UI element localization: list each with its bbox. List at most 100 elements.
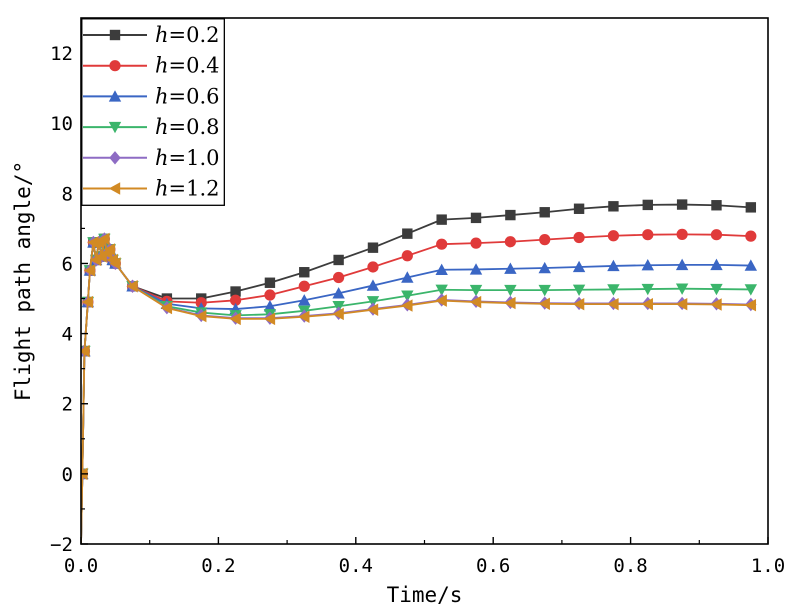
data-point [710,229,723,241]
data-point [538,297,550,310]
legend-marker [109,29,121,41]
y-tick-label: 10 [50,113,73,135]
data-point [504,296,516,310]
data-point [573,231,585,244]
data-point [572,260,586,273]
data-point [401,290,414,302]
data-point [470,212,482,224]
data-point [745,230,757,242]
data-point [402,228,413,239]
data-point [711,200,722,211]
data-point [332,307,344,321]
data-point [470,237,482,249]
series-h=0.6 [81,232,758,544]
x-tick-label: 1.0 [751,555,785,577]
axis-ticks: 0.0 0.2 0.4 0.6 0.8 1.0 −2 0 2 4 6 8 10 12 [50,43,785,577]
data-point [676,199,688,210]
data-point [98,232,110,246]
legend-marker [108,90,122,102]
data-point [504,236,516,248]
legend-box [81,18,225,206]
legend-marker [108,121,122,134]
legend-item: h=0.6 [83,84,220,108]
x-axis-title: Time/s [387,583,463,607]
y-tick-label: 2 [62,394,73,416]
data-point [366,296,380,308]
data-point [230,286,241,297]
data-point [195,309,207,323]
data-point [505,209,516,221]
data-point [160,301,173,315]
data-point [436,214,447,225]
y-tick-label: 6 [62,253,73,275]
data-point [366,303,379,316]
data-point [298,310,310,323]
data-point [641,259,654,271]
data-point [744,284,758,296]
legend-label: h=1.2 [155,177,220,201]
data-point [333,271,345,284]
data-point [469,295,482,309]
y-tick-label: 4 [62,324,73,346]
data-point [642,199,653,211]
data-point [333,254,344,266]
data-point [263,312,276,326]
data-point [401,299,413,312]
series-h=1.2 [81,232,757,544]
data-point [469,263,483,275]
data-point [229,294,242,306]
legend-item: h=1.2 [83,177,220,201]
data-point [299,267,310,278]
data-point [675,297,688,311]
data-point [469,284,483,297]
series-h=1.0 [81,232,757,544]
y-tick-label: 12 [50,43,73,65]
x-tick-label: 0.8 [613,555,647,577]
data-point [641,297,653,311]
data-point [572,297,585,311]
data-point [264,277,276,288]
data-point [81,344,90,358]
series-line [81,233,751,544]
data-point [573,203,585,214]
data-point [607,284,620,296]
legend-label: h=0.8 [155,115,220,139]
data-point [675,283,689,295]
data-point [744,298,757,312]
data-point [81,295,94,309]
data-point [607,259,620,272]
data-point [332,287,345,299]
data-point [539,207,550,218]
data-point [263,300,277,312]
data-point [435,263,448,275]
data-point [710,298,722,311]
data-point [642,229,654,241]
data-point [366,279,380,291]
legend-marker [109,60,121,72]
x-tick-label: 0.2 [201,555,235,577]
data-point [367,261,379,273]
data-point [744,259,758,271]
series-layer [81,199,758,544]
legend-label: h=0.4 [155,54,220,78]
data-point [435,294,447,307]
data-point [745,202,757,213]
legend-item: h=0.8 [83,115,220,139]
data-point [607,230,620,242]
series-h=0.8 [81,233,758,544]
data-point [710,258,723,271]
data-point [607,297,619,311]
data-point [710,283,723,296]
data-point [401,250,413,262]
y-tick-label: 0 [62,464,73,486]
data-point [539,234,551,246]
data-point [367,242,379,253]
data-point [109,257,121,270]
data-point [641,283,654,296]
data-point [504,262,517,274]
data-point [126,280,138,293]
legend-marker [109,151,121,165]
data-point [538,284,551,297]
data-point [572,284,586,296]
